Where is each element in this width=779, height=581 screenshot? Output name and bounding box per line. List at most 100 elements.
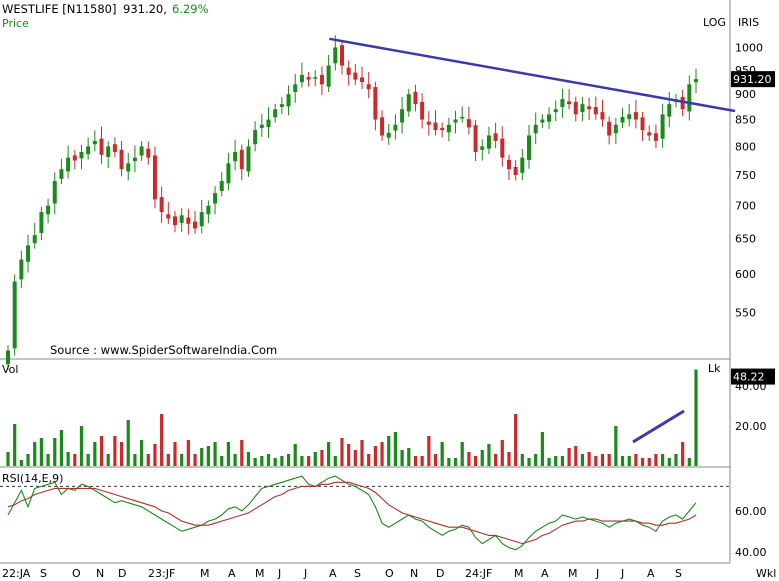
volume-bar (367, 454, 371, 466)
volume-bar (39, 438, 43, 466)
volume-bar (233, 454, 237, 466)
volume-bar (574, 446, 578, 466)
time-tick-label: 24:JF (465, 567, 492, 580)
volume-bar (220, 456, 224, 466)
candle-body (480, 146, 485, 150)
candle-body (640, 117, 645, 131)
candle-body (533, 124, 538, 134)
volume-trend-arrow (632, 409, 685, 444)
candle-body (647, 132, 652, 136)
time-tick-label: M (255, 567, 265, 580)
candle-body (19, 259, 24, 280)
candle-body (433, 122, 438, 131)
volume-bar (200, 448, 204, 466)
time-tick-label: O (385, 567, 394, 580)
price-tick-label: 600 (735, 268, 756, 281)
candle-body (186, 217, 191, 224)
rsi-line (7, 475, 697, 551)
volume-bar (139, 440, 144, 466)
candle-body (152, 155, 157, 200)
volume-bar (514, 414, 518, 466)
volume-bar (587, 452, 591, 466)
candle-body (32, 235, 37, 244)
candle-body (66, 157, 71, 172)
volume-bar (554, 456, 558, 466)
time-tick-label: M (200, 567, 210, 580)
volume-bar (53, 438, 57, 466)
iris-label: IRIS (738, 16, 759, 29)
time-tick-label: A (647, 567, 655, 580)
time-tick-label: N (410, 567, 418, 580)
candle-body (687, 84, 692, 112)
rsi-signal-line (7, 481, 697, 545)
time-tick-label: O (72, 567, 81, 580)
candle-body (386, 132, 391, 138)
candle-body (620, 116, 625, 123)
candle-body (132, 157, 137, 162)
candle-body (12, 281, 17, 349)
volume-bar (166, 454, 170, 466)
candle-body (520, 157, 525, 173)
candle-body (99, 138, 104, 155)
volume-bar (353, 450, 357, 466)
candle-body (627, 114, 632, 120)
time-tick-label: S (40, 567, 47, 580)
time-tick-label: N (96, 567, 104, 580)
candle-body (486, 135, 491, 149)
candle-body (139, 146, 144, 156)
volume-bar (594, 456, 598, 466)
volume-bar (153, 444, 157, 466)
volume-bar (206, 446, 210, 466)
volume-bar (627, 456, 631, 466)
volume-bar (413, 456, 418, 466)
candle-body (286, 94, 291, 107)
volume-bar (19, 460, 23, 466)
candle-body (166, 214, 171, 219)
candle-body (239, 149, 244, 170)
volume-bar (173, 442, 177, 466)
candle-body (159, 197, 164, 213)
volume-bar (320, 450, 324, 466)
candle-body (406, 94, 411, 112)
volume-bar (340, 438, 344, 466)
candle-body (206, 205, 211, 215)
volume-bar (487, 444, 491, 466)
candle-body (306, 77, 311, 80)
volume-bar (447, 458, 451, 466)
log-scale-label: LOG (703, 16, 726, 29)
price-tick-label: 550 (735, 307, 756, 320)
candle-body (119, 149, 124, 170)
volume-bar (186, 440, 190, 466)
price-tick-label: 900 (735, 88, 756, 101)
candle-body (346, 67, 351, 75)
volume-bar (407, 448, 411, 466)
candle-body (466, 119, 471, 128)
timeframe-label: Wkl (756, 567, 776, 580)
candle-body (393, 124, 398, 131)
candle-body (587, 106, 592, 110)
trendline-layer (329, 37, 736, 113)
candle-body (540, 119, 545, 123)
volume-bar (260, 456, 264, 466)
volume-bar (160, 414, 164, 466)
candle-body (613, 124, 618, 134)
candle-body (313, 77, 318, 79)
last-volume-value: 48.22 (733, 371, 765, 384)
volume-bar (293, 444, 297, 466)
volume-bar (427, 436, 431, 466)
price-tick-label: 750 (735, 169, 756, 182)
candle-body (193, 221, 198, 229)
volume-bar (240, 440, 244, 466)
time-tick-label: J (303, 567, 307, 580)
volume-bar (634, 454, 638, 466)
candle-body (179, 215, 184, 223)
volume-bar (380, 442, 384, 466)
candle-body (226, 163, 231, 184)
volume-bar (654, 454, 658, 466)
candle-body (79, 152, 84, 159)
volume-bar (694, 369, 698, 466)
volume-bar (674, 454, 678, 466)
time-tick-label: D (118, 567, 126, 580)
